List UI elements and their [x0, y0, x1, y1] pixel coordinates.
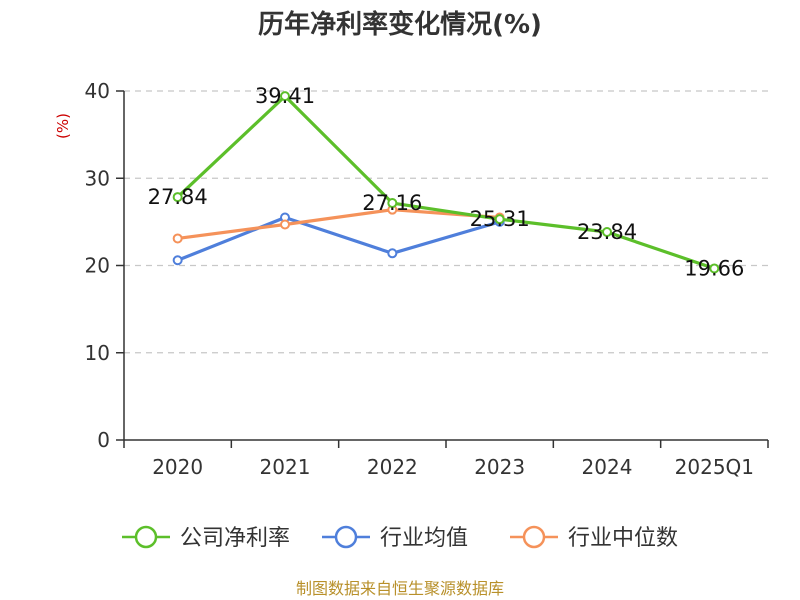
legend-swatch-marker: [334, 525, 358, 549]
x-tick-label: 2022: [367, 455, 418, 479]
data-point: [280, 91, 290, 102]
chart-title: 历年净利率变化情况(%): [258, 9, 542, 40]
data-label: 39.41: [255, 84, 315, 108]
source-note: 制图数据来自恒生聚源数据库: [296, 579, 504, 598]
series-line-0: [176, 94, 716, 271]
x-tick-label: 2021: [260, 455, 311, 479]
legend-label: 行业均值: [380, 526, 468, 551]
x-tick-label: 2024: [582, 455, 633, 479]
y-axis-unit: (%): [54, 113, 72, 139]
x-axis-ticks: 2020 2021 2022 2023 2024 2025Q1: [123, 440, 769, 479]
data-point: [494, 214, 505, 225]
series-line-2: [176, 208, 502, 241]
data-label: 27.16: [362, 191, 422, 215]
series-layer: [172, 91, 720, 274]
data-point: [172, 233, 183, 244]
data-label: 27.84: [148, 185, 208, 209]
data-point: [602, 226, 612, 237]
data-point: [280, 219, 290, 230]
data-label: 19.66: [684, 256, 744, 280]
y-tick-label: 0: [97, 428, 110, 452]
x-tick-label: 2020: [152, 455, 203, 479]
data-label: 23.84: [577, 220, 637, 244]
x-tick-label: 2025Q1: [675, 455, 754, 479]
x-tick-label: 2023: [474, 455, 525, 479]
y-tick-label: 30: [85, 166, 110, 190]
grid-lines: [124, 90, 768, 354]
legend-label: 公司净利率: [180, 526, 290, 551]
data-labels: 27.84 39.41 27.16 25.31 23.84 19.66: [148, 84, 745, 280]
y-tick-label: 20: [85, 254, 110, 278]
legend-swatch-marker: [134, 525, 158, 549]
y-tick-label: 10: [85, 341, 110, 365]
data-point: [387, 248, 398, 259]
data-point: [172, 255, 183, 266]
series-line-1: [176, 215, 502, 262]
legend-swatch-marker: [522, 525, 546, 549]
data-point: [172, 192, 183, 203]
y-tick-label: 40: [85, 79, 110, 103]
y-axis-ticks: 0 10 20 30 40: [85, 79, 124, 452]
legend-label: 行业中位数: [568, 526, 678, 551]
legend: 公司净利率 行业均值 行业中位数: [122, 525, 678, 551]
data-point: [709, 263, 720, 274]
data-point: [387, 198, 398, 209]
data-label: 25.31: [470, 207, 530, 231]
